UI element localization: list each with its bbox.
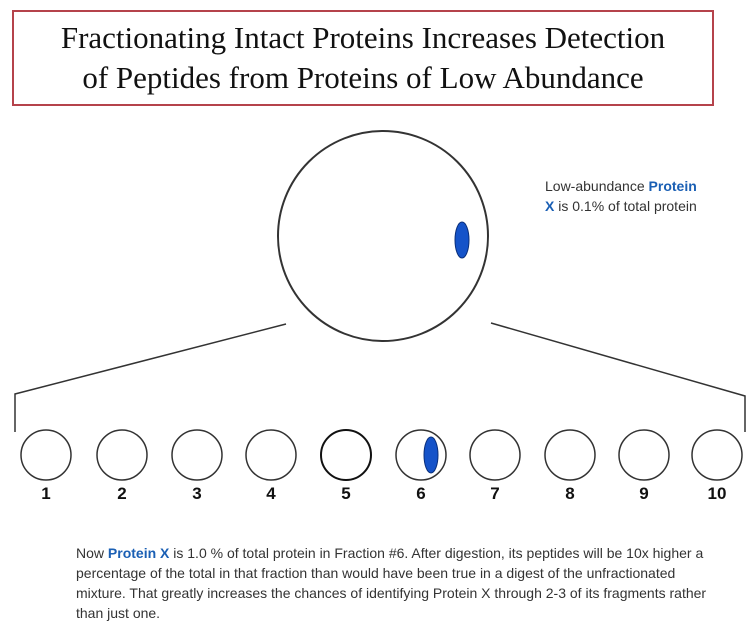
note-protein-x: Protein X (107, 545, 170, 561)
low-abundance-callout: Low-abundance Protein X is 0.1% of total… (545, 176, 745, 216)
callout-protein-x: X (545, 198, 555, 214)
fraction-circle-2 (96, 429, 148, 481)
fraction-label-4: 4 (266, 484, 276, 503)
callout-protein-word: Protein (648, 178, 697, 194)
explanation-note: Now Protein X is 1.0 % of total protein … (76, 543, 716, 623)
title-line-1: Fractionating Intact Proteins Increases … (60, 20, 666, 55)
fraction-label-3: 3 (192, 484, 202, 503)
fraction-label-1: 1 (41, 484, 51, 503)
fraction-circle-3 (171, 429, 223, 481)
bracket-left (14, 323, 287, 432)
protein-x-blob (454, 221, 470, 259)
fraction-label-2: 2 (117, 484, 127, 503)
unfractionated-mixture-circle (277, 130, 489, 342)
bracket-right (490, 322, 746, 432)
title-line-2: of Peptides from Proteins of Low Abundan… (82, 60, 644, 95)
fraction-circle-7 (469, 429, 521, 481)
fraction-label-5: 5 (341, 484, 351, 503)
protein-x-fraction-6-blob (423, 436, 439, 474)
fraction-circle-9 (618, 429, 670, 481)
fraction-circle-8 (544, 429, 596, 481)
callout-suffix: is 0.1% of total protein (554, 198, 697, 214)
fraction-label-7: 7 (490, 484, 500, 503)
fraction-circle-10 (691, 429, 743, 481)
fraction-label-9: 9 (639, 484, 649, 503)
fraction-circle-5 (320, 429, 372, 481)
note-text: is 1.0 % of total protein in Fraction #6… (76, 545, 707, 621)
callout-prefix: Low-abundance (545, 178, 649, 194)
title-box: Fractionating Intact Proteins Increases … (12, 10, 714, 106)
fraction-circle-4 (245, 429, 297, 481)
fraction-label-10: 10 (707, 484, 727, 503)
fraction-circle-1 (20, 429, 72, 481)
fraction-label-6: 6 (416, 484, 426, 503)
fraction-label-8: 8 (565, 484, 575, 503)
note-prefix: Now (76, 545, 108, 561)
